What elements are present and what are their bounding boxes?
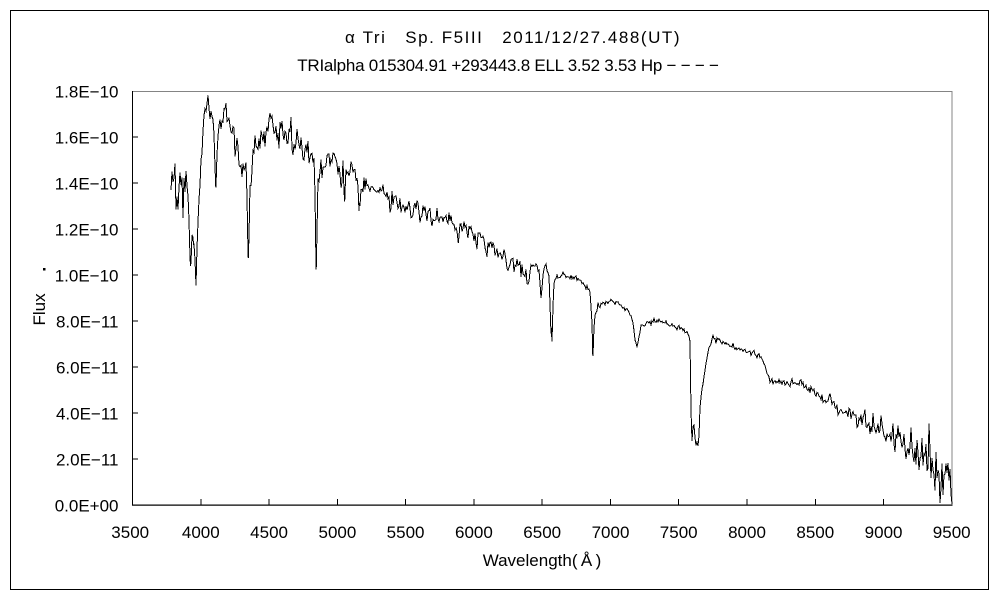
svg-text:8000: 8000 [728, 523, 766, 542]
svg-text:4500: 4500 [250, 523, 288, 542]
svg-text:6000: 6000 [455, 523, 493, 542]
svg-text:0.0E+00: 0.0E+00 [55, 497, 119, 516]
svg-text:7000: 7000 [592, 523, 630, 542]
svg-text:9000: 9000 [865, 523, 903, 542]
svg-text:1.2E−10: 1.2E−10 [55, 221, 119, 240]
svg-text:4000: 4000 [182, 523, 220, 542]
svg-text:1.4E−10: 1.4E−10 [55, 175, 119, 194]
svg-text:9500: 9500 [933, 523, 971, 542]
svg-text:4.0E−11: 4.0E−11 [56, 405, 119, 424]
svg-text:Wavelength( Å ): Wavelength( Å ) [483, 551, 602, 570]
svg-text:TRIalpha 015304.91 +293443.8 E: TRIalpha 015304.91 +293443.8 ELL 3.52 3.… [297, 56, 719, 75]
svg-text:α Tri Sp. F5III 2011/12/27: α Tri Sp. F5III 2011/12/27.488(UT) [345, 28, 681, 47]
svg-text:5000: 5000 [318, 523, 356, 542]
svg-text:6.0E−11: 6.0E−11 [56, 359, 119, 378]
svg-text:5500: 5500 [387, 523, 425, 542]
svg-text:8500: 8500 [796, 523, 834, 542]
svg-text:3500: 3500 [111, 523, 149, 542]
svg-text:1.0E−10: 1.0E−10 [55, 267, 119, 286]
svg-text:8.0E−11: 8.0E−11 [56, 313, 119, 332]
svg-text:7500: 7500 [660, 523, 698, 542]
svg-text:Flux: Flux [30, 293, 49, 326]
svg-text:1.8E−10: 1.8E−10 [55, 83, 119, 102]
svg-text:6500: 6500 [523, 523, 561, 542]
svg-text:1.6E−10: 1.6E−10 [55, 129, 119, 148]
svg-text:2.0E−11: 2.0E−11 [56, 451, 119, 470]
